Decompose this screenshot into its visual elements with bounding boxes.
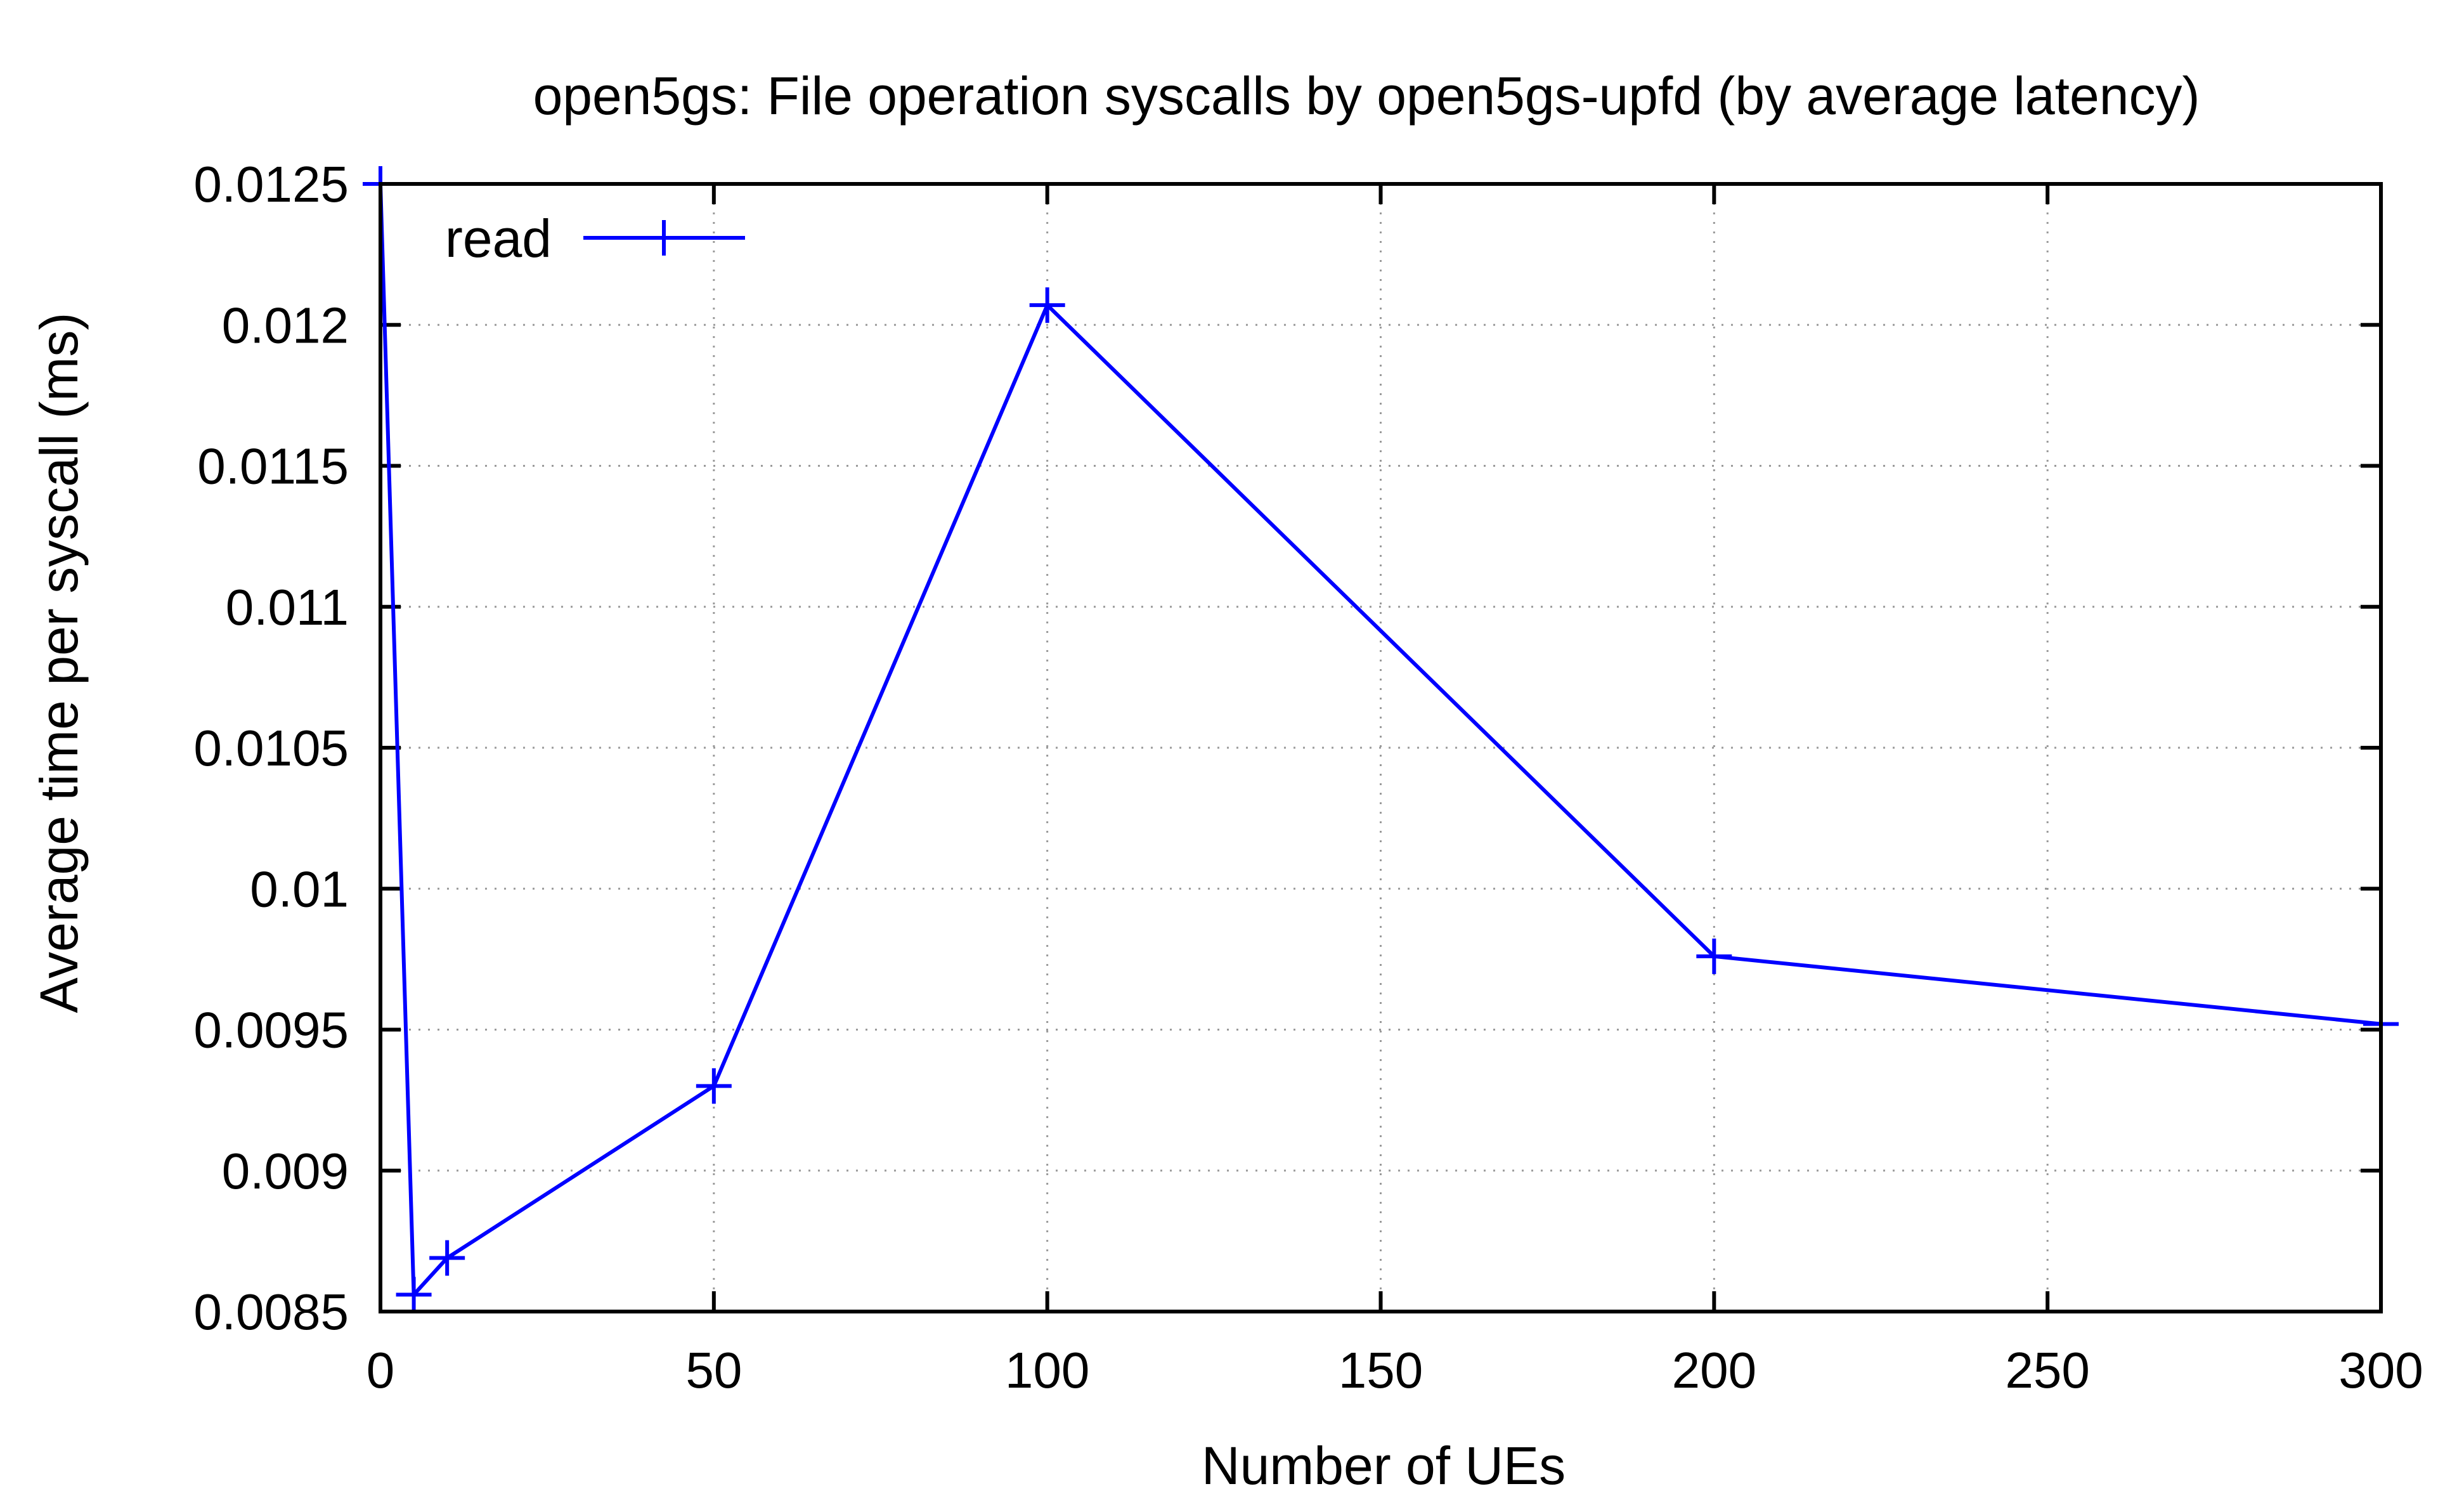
x-tick-label: 200 (1672, 1342, 1756, 1398)
x-tick-label: 0 (366, 1342, 395, 1398)
x-tick-label: 300 (2338, 1342, 2423, 1398)
data-point-read (429, 1240, 465, 1276)
x-tick-label: 50 (685, 1342, 742, 1398)
legend-marker-read (646, 220, 682, 256)
data-series (363, 166, 2399, 1313)
y-tick-label: 0.0105 (193, 720, 349, 776)
grid-lines (380, 184, 2381, 1312)
legend-label-read: read (445, 209, 552, 268)
y-tick-label: 0.009 (222, 1143, 349, 1199)
x-tick-label: 100 (1005, 1342, 1089, 1398)
y-tick-label: 0.01 (250, 861, 349, 917)
tick-labels: 0.0085 0.009 0.0095 0.01 0.0105 0.011 0.0115 0.… (193, 156, 2423, 1398)
x-tick-label: 250 (2005, 1342, 2089, 1398)
legend: read (445, 209, 745, 268)
y-tick-label: 0.0095 (193, 1002, 349, 1058)
y-tick-label: 0.0085 (193, 1284, 349, 1340)
y-tick-label: 0.0125 (193, 156, 349, 212)
data-point-read (1696, 938, 1732, 974)
data-point-read (396, 1277, 432, 1313)
y-tick-label: 0.011 (226, 579, 349, 635)
data-point-read (1029, 287, 1065, 323)
y-tick-label: 0.0115 (197, 438, 349, 495)
y-tick-label: 0.012 (222, 297, 349, 353)
x-tick-label: 150 (1339, 1342, 1423, 1398)
chart-title: open5gs: File operation syscalls by open… (533, 66, 2200, 126)
data-point-read (696, 1068, 732, 1104)
plot-frame (379, 182, 2383, 1313)
y-axis-label: Average time per syscall (ms) (29, 313, 89, 1013)
x-axis-label: Number of UEs (1202, 1436, 1566, 1495)
